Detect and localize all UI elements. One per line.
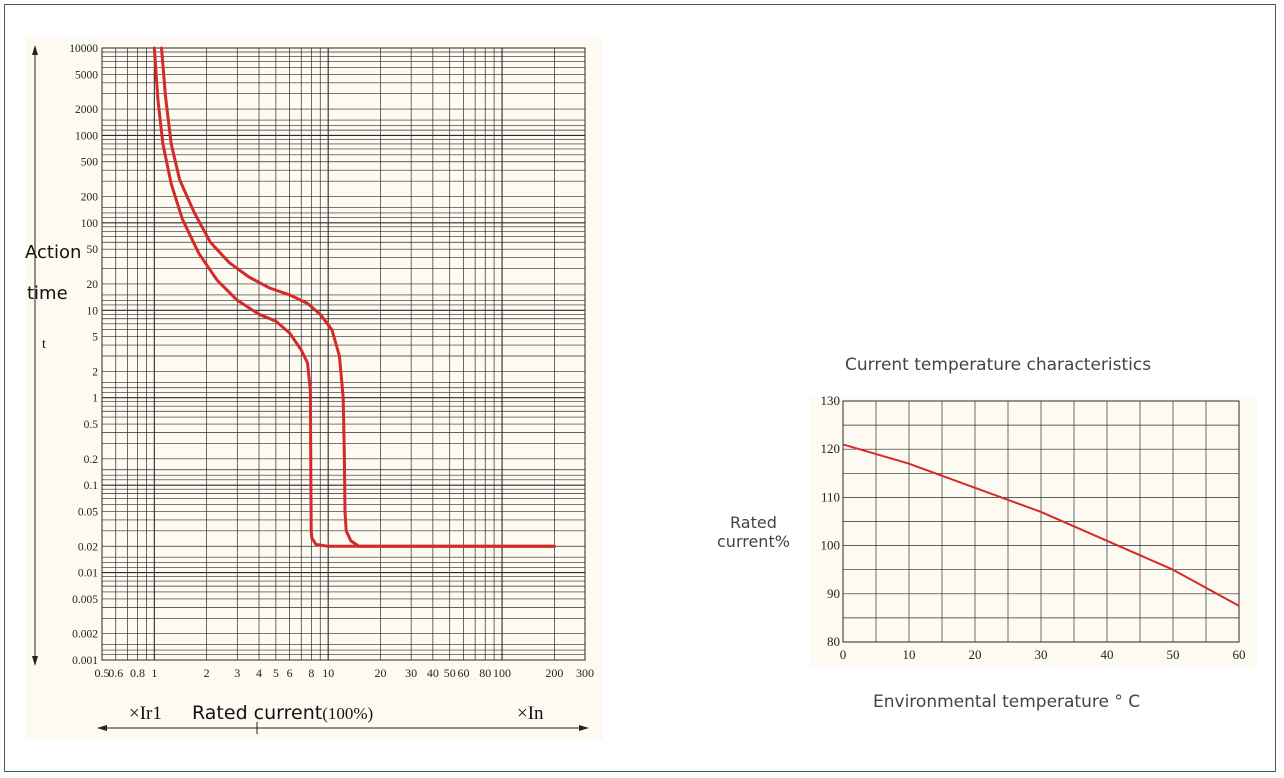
y-arrow-head-top [32,45,38,55]
x-tick-label: 2 [204,666,210,680]
y-tick-label: 5 [92,332,98,344]
y-tick-label: 50 [87,244,99,256]
x-tick-label: 300 [576,666,594,680]
y-tick-label: 0.01 [78,568,98,580]
x-tick-label: 60 [457,666,469,680]
x-tick-label: 40 [427,666,439,680]
x-tick-label: 4 [256,666,262,680]
curve-line-2 [160,46,556,548]
x-axis-label-suffix: (100%) [322,704,374,723]
grid [101,47,586,661]
y-tick-labels: 10000 5000 2000 1000 500 200 100 50 20 10 5 2 1 0.5 0.… [69,43,98,667]
y-tick-label: 2000 [75,104,98,116]
y-tick-label: 0.005 [72,594,98,606]
x-tick-label: 5 [273,666,279,680]
time-current-chart: 100005000200010005002001005020105210.50.… [25,37,603,740]
y-tick-label: 20 [87,279,99,291]
y-tick-label: 0.5 [84,419,99,431]
plot-border [101,47,586,661]
y-tick-label: 0.002 [72,629,98,641]
x-arrow-head-right [579,725,589,731]
x-tick-labels: 0.50.6 0.8 1 2 3 4 5 6 8 10 20 30 40 50 60 80 100 200 300 [95,666,595,680]
x-tick-label: 8 [308,666,314,680]
x-tick-label: 3 [234,666,240,680]
x-tick-label: 50 [444,666,456,680]
y-tick-label: 0.02 [78,541,98,553]
y-tick-label: 10000 [69,43,98,55]
y-axis-label-line2: current% [717,532,790,551]
y-tick-label: 1000 [75,130,98,142]
y-tick-label: 0.05 [78,506,98,518]
x-axis-label: Rated current(100%) [192,702,373,724]
chart-paper [25,37,603,740]
x-tick-label: 1 [151,666,157,680]
figure-frame: 10000 5000 2000 1000 500 200 100 50 20 10 5 2 1 0.5 0.… [4,4,1276,772]
x-tick-label: 0.8 [130,666,145,680]
x-tick-label: 20 [375,666,387,680]
x-tick-label: 80 [479,666,491,680]
x-tick-label: 6 [287,666,293,680]
x-arrow-head-left [97,725,107,731]
chart-title: Current temperature characteristics [845,355,1152,375]
y-arrow-head-bottom [32,656,38,666]
x-unit-right: ×In [517,703,544,724]
y-axis-symbol: t [42,337,46,352]
x-axis-label-main: Rated current [192,702,323,724]
y-tick-label: 200 [81,192,99,204]
y-axis-label-line1: Action [25,242,82,263]
y-axis-label: Rated current% [717,513,790,551]
y-axis-label-line1: Rated [730,513,777,532]
y-tick-label: 5000 [75,69,98,81]
curve-line-1 [152,46,556,548]
y-tick-label: 0.2 [84,454,99,466]
y-tick-label: 2 [92,366,98,378]
x-tick-label: 100 [493,666,511,680]
x-unit-left: ×Ir1 [129,703,162,724]
x-axis-label: Environmental temperature ° C [873,692,1141,712]
x-tick-label: 200 [545,666,563,680]
x-tick-label: 10 [322,666,334,680]
x-tick-label: 0.6 [108,666,123,680]
x-tick-label: 0.5 [95,666,110,680]
x-tick-label: 30 [405,666,417,680]
y-tick-label: 1 [92,393,98,405]
y-axis-label-line2: time [27,283,68,304]
y-tick-label: 0.001 [72,655,98,667]
y-tick-label: 500 [81,157,99,169]
curves [152,46,556,548]
y-tick-label: 0.1 [84,480,99,492]
y-tick-label: 100 [81,218,99,230]
y-tick-label: 10 [87,305,99,317]
